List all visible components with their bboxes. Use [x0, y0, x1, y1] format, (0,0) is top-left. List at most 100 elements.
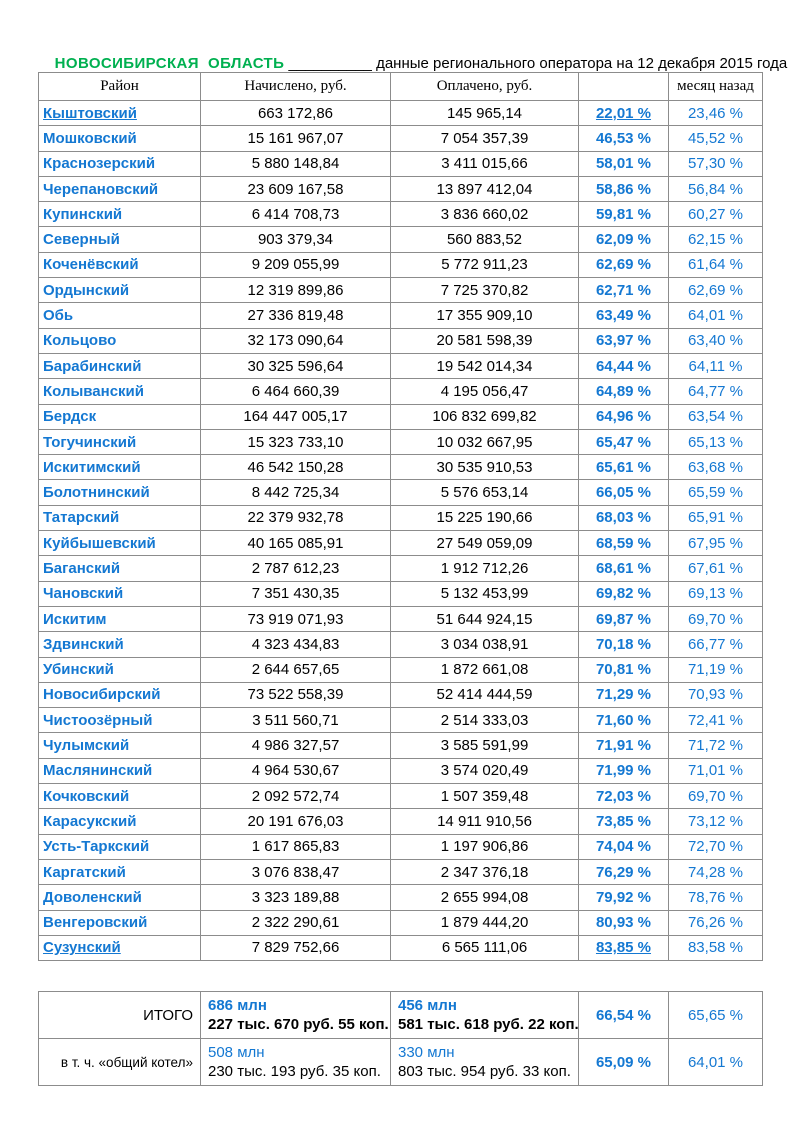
- cell-accrued: 2 092 572,74: [200, 783, 391, 810]
- cell-month-ago: 64,77 %: [668, 378, 763, 405]
- cell-district: Сузунский: [38, 934, 201, 962]
- cell-accrued: 6 464 660,39: [200, 378, 391, 405]
- cell-month-ago: 69,70 %: [668, 605, 763, 633]
- cell-district: Чистоозёрный: [38, 707, 201, 734]
- cell-accrued: 46 542 150,28: [200, 454, 391, 481]
- cell-month-ago: 61,64 %: [668, 251, 763, 279]
- cell-month-ago: 65,91 %: [668, 504, 763, 532]
- cell-paid: 3 585 591,99: [390, 732, 579, 759]
- cell-district: Бердск: [38, 403, 201, 430]
- table-row: Здвинский 4 323 434,83 3 034 038,91 70,18 %…: [38, 631, 763, 658]
- cell-percent: 83,85 %: [578, 934, 669, 962]
- cell-paid: 1 879 444,20: [390, 909, 579, 936]
- cell-accrued: 5 880 148,84: [200, 150, 391, 177]
- summary-label: ИТОГО: [38, 991, 201, 1039]
- summary-paid: 456 млн 581 тыс. 618 руб. 22 коп.: [390, 991, 579, 1039]
- cell-month-ago: 70,93 %: [668, 681, 763, 709]
- cell-accrued: 12 319 899,86: [200, 277, 391, 304]
- table-row: Маслянинский 4 964 530,67 3 574 020,49 71,9…: [38, 757, 763, 785]
- page-title: НОВОСИБИРСКАЯ ОБЛАСТЬ __________ данные …: [38, 38, 788, 89]
- cell-paid: 5 132 453,99: [390, 580, 579, 607]
- cell-district: Колыванский: [38, 378, 201, 405]
- cell-district: Ордынский: [38, 277, 201, 304]
- cell-month-ago: 23,46 %: [668, 99, 763, 127]
- cell-district: Куйбышевский: [38, 530, 201, 557]
- cell-month-ago: 63,68 %: [668, 454, 763, 481]
- cell-accrued: 663 172,86: [200, 99, 391, 127]
- col-header-paid: Оплачено, руб.: [390, 72, 579, 101]
- cell-percent: 69,87 %: [578, 605, 669, 633]
- cell-paid: 1 872 661,08: [390, 656, 579, 683]
- summary-month-ago: 64,01 %: [668, 1038, 763, 1086]
- col-header-month-ago: месяц назад: [668, 72, 763, 101]
- cell-month-ago: 71,72 %: [668, 732, 763, 759]
- cell-accrued: 2 644 657,65: [200, 656, 391, 683]
- title-separator: __________: [284, 55, 377, 72]
- table-row: Купинский 6 414 708,73 3 836 660,02 59,81 %…: [38, 201, 763, 228]
- cell-month-ago: 45,52 %: [668, 125, 763, 152]
- districts-table: Район Начислено, руб. Оплачено, руб. мес…: [38, 72, 763, 962]
- cell-district: Барабинский: [38, 352, 201, 380]
- cell-paid: 560 883,52: [390, 226, 579, 253]
- table-row: Болотнинский 8 442 725,34 5 576 653,14 66,0…: [38, 479, 763, 506]
- table-row: Карасукский 20 191 676,03 14 911 910,56 73,…: [38, 808, 763, 835]
- cell-accrued: 2 322 290,61: [200, 909, 391, 936]
- cell-month-ago: 65,13 %: [668, 428, 763, 456]
- cell-district: Чулымский: [38, 732, 201, 759]
- table-row: Северный 903 379,34 560 883,52 62,09 % 62,15…: [38, 226, 763, 253]
- cell-percent: 71,99 %: [578, 757, 669, 785]
- table-header-row: Район Начислено, руб. Оплачено, руб. мес…: [38, 72, 763, 101]
- cell-month-ago: 66,77 %: [668, 631, 763, 658]
- cell-percent: 80,93 %: [578, 909, 669, 936]
- cell-percent: 79,92 %: [578, 884, 669, 911]
- cell-district: Тогучинский: [38, 428, 201, 456]
- cell-paid: 10 032 667,95: [390, 428, 579, 456]
- cell-percent: 68,61 %: [578, 555, 669, 582]
- cell-percent: 69,82 %: [578, 580, 669, 607]
- cell-accrued: 164 447 005,17: [200, 403, 391, 430]
- cell-district: Обь: [38, 302, 201, 329]
- cell-accrued: 30 325 596,64: [200, 352, 391, 380]
- cell-percent: 71,91 %: [578, 732, 669, 759]
- cell-paid: 5 772 911,23: [390, 251, 579, 279]
- cell-percent: 71,29 %: [578, 681, 669, 709]
- cell-paid: 17 355 909,10: [390, 302, 579, 329]
- cell-district: Новосибирский: [38, 681, 201, 709]
- cell-month-ago: 74,28 %: [668, 858, 763, 886]
- summary-table: ИТОГО 686 млн 227 тыс. 670 руб. 55 коп. 456…: [38, 991, 763, 1086]
- cell-percent: 72,03 %: [578, 783, 669, 810]
- summary-accrued: 686 млн 227 тыс. 670 руб. 55 коп.: [200, 991, 391, 1039]
- cell-paid: 1 912 712,26: [390, 555, 579, 582]
- cell-paid: 5 576 653,14: [390, 479, 579, 506]
- cell-month-ago: 65,59 %: [668, 479, 763, 506]
- table-row: Каргатский 3 076 838,47 2 347 376,18 76,29 …: [38, 858, 763, 886]
- summary-paid: 330 млн 803 тыс. 954 руб. 33 коп.: [390, 1038, 579, 1086]
- table-row: Кольцово 32 173 090,64 20 581 598,39 63,97 …: [38, 327, 763, 354]
- cell-accrued: 15 323 733,10: [200, 428, 391, 456]
- cell-paid: 106 832 699,82: [390, 403, 579, 430]
- table-row: Чулымский 4 986 327,57 3 585 591,99 71,91 %…: [38, 732, 763, 759]
- cell-month-ago: 83,58 %: [668, 934, 763, 962]
- summary-label: в т. ч. «общий котел»: [38, 1038, 201, 1086]
- table-row: Чистоозёрный 3 511 560,71 2 514 333,03 71,6…: [38, 707, 763, 734]
- cell-month-ago: 63,54 %: [668, 403, 763, 430]
- table-row: Татарский 22 379 932,78 15 225 190,66 68,03…: [38, 504, 763, 532]
- cell-district: Убинский: [38, 656, 201, 683]
- cell-paid: 2 655 994,08: [390, 884, 579, 911]
- summary-accrued-millions: 686 млн: [208, 997, 267, 1014]
- cell-accrued: 73 522 558,39: [200, 681, 391, 709]
- cell-accrued: 27 336 819,48: [200, 302, 391, 329]
- cell-district: Мошковский: [38, 125, 201, 152]
- table-row: Тогучинский 15 323 733,10 10 032 667,95 65,…: [38, 428, 763, 456]
- cell-accrued: 7 829 752,66: [200, 934, 391, 962]
- cell-month-ago: 62,69 %: [668, 277, 763, 304]
- table-row: Бердск 164 447 005,17 106 832 699,82 64,96 …: [38, 403, 763, 430]
- cell-district: Коченёвский: [38, 251, 201, 279]
- cell-district: Здвинский: [38, 631, 201, 658]
- cell-paid: 15 225 190,66: [390, 504, 579, 532]
- cell-percent: 62,71 %: [578, 277, 669, 304]
- cell-percent: 68,03 %: [578, 504, 669, 532]
- cell-district: Искитимский: [38, 454, 201, 481]
- cell-month-ago: 69,70 %: [668, 783, 763, 810]
- cell-paid: 7 054 357,39: [390, 125, 579, 152]
